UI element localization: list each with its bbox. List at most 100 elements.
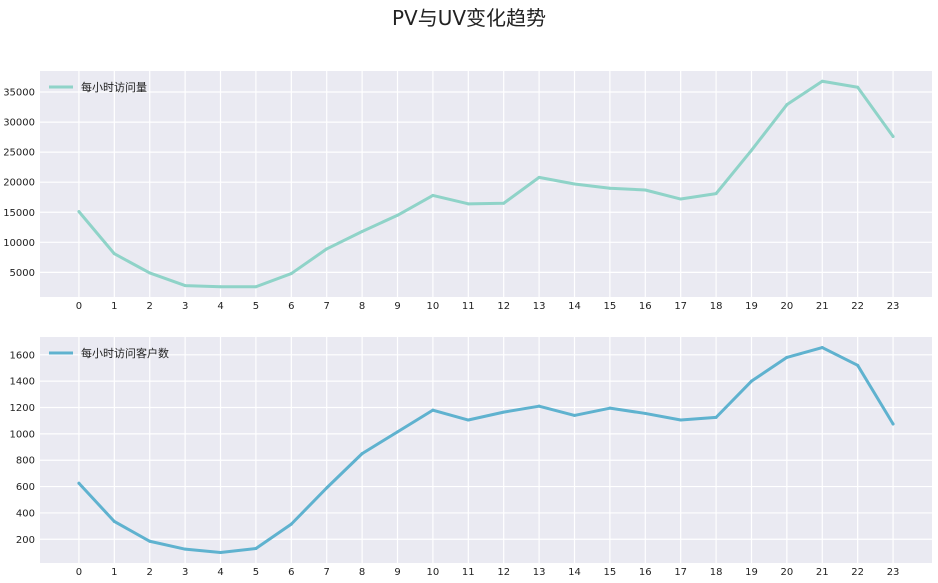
data-point [219,285,223,289]
data-point [502,410,506,414]
x-tick-label: 12 [497,301,510,312]
x-tick-label: 3 [182,301,188,312]
x-tick-label: 10 [427,567,440,578]
x-tick-label: 15 [604,567,617,578]
x-tick-label: 4 [217,301,223,312]
y-tick-label: 35000 [3,88,35,99]
data-point [466,202,470,206]
data-point [643,188,647,192]
data-point [289,272,293,276]
y-tick-label: 30000 [3,118,35,129]
x-tick-label: 5 [253,301,259,312]
x-tick-label: 12 [497,567,510,578]
x-tick-label: 22 [851,567,864,578]
x-tick-label: 9 [394,567,400,578]
x-tick-label: 9 [394,301,400,312]
data-point [183,547,187,551]
data-point [820,346,824,350]
data-point [360,229,364,233]
data-point [891,422,895,426]
data-point [679,418,683,422]
x-tick-label: 8 [359,301,365,312]
subplot-2: 0 1 2 3 4 5 6 7 8 9 10 11 12 13 14 15 16 17 18 19 20 21 22 2320… [10,337,932,578]
data-point [856,85,860,89]
x-tick-label: 18 [710,301,723,312]
data-point [749,379,753,383]
data-point [785,355,789,359]
y-tick-label: 600 [16,482,35,493]
x-tick-label: 0 [76,301,82,312]
data-point [785,103,789,107]
data-point [148,271,152,275]
x-tick-label: 18 [710,567,723,578]
x-tick-label: 13 [533,301,546,312]
x-tick-label: 5 [253,567,259,578]
y-tick-label: 20000 [3,178,35,189]
x-tick-label: 1 [111,567,117,578]
y-tick-label: 25000 [3,148,35,159]
y-tick-label: 10000 [3,238,35,249]
data-point [537,404,541,408]
x-tick-label: 23 [887,567,900,578]
x-tick-label: 17 [674,301,687,312]
x-tick-label: 10 [427,301,440,312]
x-tick-label: 11 [462,301,475,312]
data-point [219,550,223,554]
x-tick-label: 21 [816,301,829,312]
legend-label: 每小时访问客户数 [81,346,169,360]
x-tick-label: 20 [781,567,794,578]
data-point [431,408,435,412]
series-line-1 [77,346,895,554]
data-point [572,413,576,417]
data-point [289,522,293,526]
data-point [820,79,824,83]
y-tick-label: 800 [16,456,35,467]
data-point [891,135,895,139]
x-tick-label: 19 [745,567,758,578]
data-point [325,486,329,490]
x-tick-label: 3 [182,567,188,578]
data-point [254,547,258,551]
x-tick-label: 16 [639,301,652,312]
data-point [608,406,612,410]
x-tick-label: 2 [147,567,153,578]
x-tick-label: 14 [568,567,581,578]
y-tick-label: 1000 [10,429,35,440]
x-tick-label: 20 [781,301,794,312]
data-point [396,430,400,434]
plot-area [40,337,932,563]
legend: 每小时访问客户数 [49,346,169,360]
data-point [714,192,718,196]
plot-area [40,71,932,297]
figure-title: PV与UV变化趋势 [392,6,546,30]
x-tick-label: 22 [851,301,864,312]
x-tick-label: 7 [324,301,330,312]
x-tick-label: 8 [359,567,365,578]
data-point [466,418,470,422]
data-point [112,519,116,523]
x-tick-label: 7 [324,567,330,578]
legend-label: 每小时访问量 [81,80,147,94]
x-tick-label: 1 [111,301,117,312]
data-point [183,284,187,288]
x-tick-label: 6 [288,301,294,312]
data-point [643,411,647,415]
data-point [77,210,81,214]
y-tick-label: 400 [16,508,35,519]
x-tick-label: 15 [604,301,617,312]
data-point [112,252,116,256]
y-tick-label: 15000 [3,208,35,219]
data-point [360,452,364,456]
data-point [749,148,753,152]
data-point [254,285,258,289]
x-tick-label: 6 [288,567,294,578]
data-point [856,363,860,367]
data-point [431,193,435,197]
x-tick-label: 23 [887,301,900,312]
data-point [502,201,506,205]
x-tick-label: 11 [462,567,475,578]
subplot-1: 0 1 2 3 4 5 6 7 8 9 10 11 12 13 14 15 16 17 18 19 20 21 22 2350… [3,71,932,312]
x-tick-label: 4 [217,567,223,578]
